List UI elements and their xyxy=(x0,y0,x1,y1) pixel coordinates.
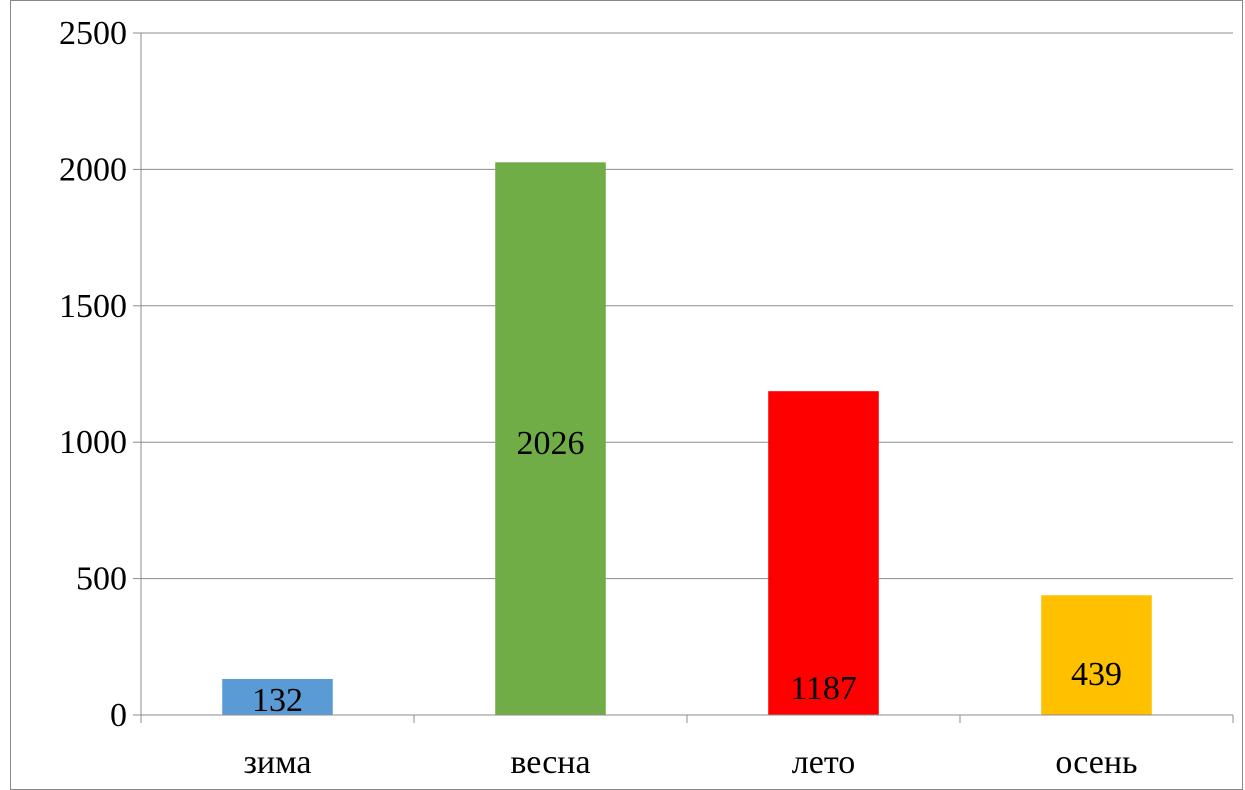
y-tick-label: 0 xyxy=(110,697,127,734)
bar-0 xyxy=(222,678,333,715)
y-tick-label: 1500 xyxy=(59,288,127,325)
y-axis: 0 500 1000 1500 2000 2500 xyxy=(59,15,142,734)
gridlines xyxy=(141,32,1233,580)
y-tick-label: 2500 xyxy=(59,15,127,52)
data-label-2: 1187 xyxy=(790,670,857,707)
data-label-3: 439 xyxy=(1071,656,1122,693)
bar-2 xyxy=(768,391,879,715)
y-tick-label: 1000 xyxy=(59,424,127,461)
x-axis: зима весна лето осень xyxy=(140,714,1234,781)
chart-frame xyxy=(10,0,1243,790)
category-label-2: лето xyxy=(792,744,855,781)
category-label-1: весна xyxy=(510,744,590,781)
bar-3 xyxy=(1041,595,1152,715)
data-label-1: 2026 xyxy=(517,425,585,462)
y-tick-label: 2000 xyxy=(59,151,127,188)
bars: 132 2026 1187 439 xyxy=(222,162,1152,719)
category-label-3: осень xyxy=(1055,744,1137,781)
bar-1 xyxy=(495,162,606,716)
category-label-0: зима xyxy=(244,744,312,781)
y-tick-label: 500 xyxy=(76,561,127,598)
data-label-0: 132 xyxy=(252,682,303,719)
